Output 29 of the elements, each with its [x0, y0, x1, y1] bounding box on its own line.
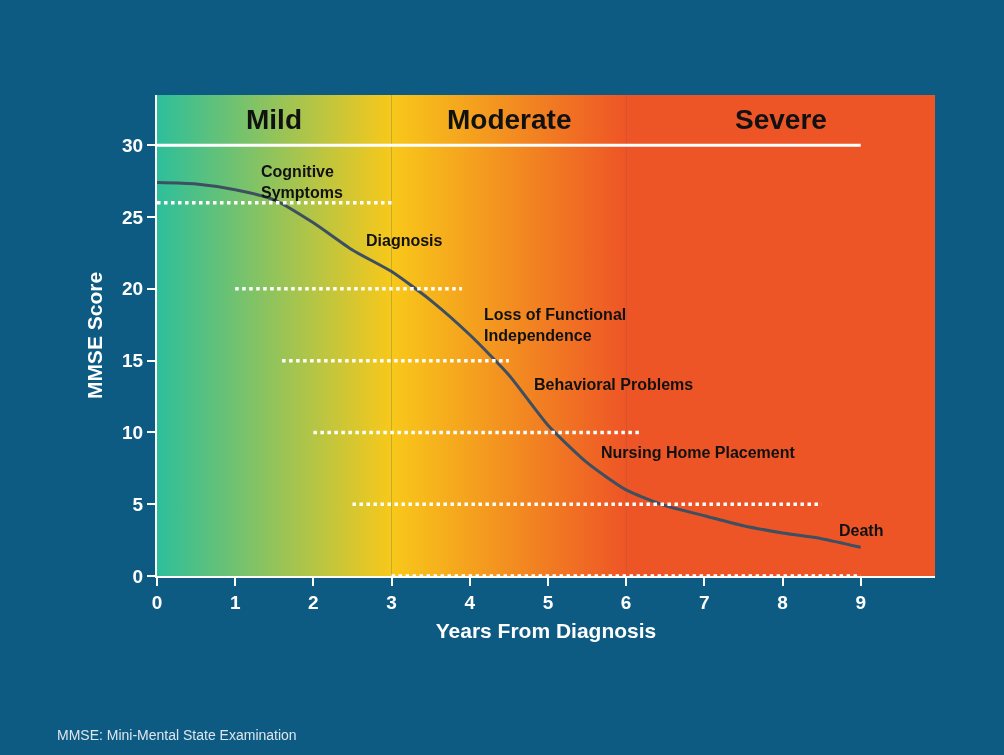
band-label: Severe	[735, 104, 827, 135]
annotation: Loss of Functional Independence	[484, 306, 627, 344]
annotation: Nursing Home Placement	[601, 444, 796, 461]
x-tick-label: 6	[620, 591, 632, 613]
annotation: Diagnosis	[366, 232, 443, 249]
x-tick-label: 2	[308, 591, 319, 613]
annotation: Death	[839, 522, 884, 539]
band-label: Moderate	[447, 104, 572, 135]
annotation: Cognitive Symptoms	[261, 163, 343, 201]
x-tick-label: 7	[699, 591, 710, 613]
y-tick-label: 25	[122, 206, 144, 228]
x-tick-label: 3	[386, 591, 397, 613]
x-tick-label: 9	[855, 591, 867, 613]
y-tick-label: 15	[122, 350, 144, 372]
band-label: Mild	[246, 104, 302, 135]
x-tick-label: 8	[777, 591, 788, 613]
y-axis-title: MMSE Score	[82, 271, 106, 400]
x-tick-label: 0	[151, 591, 163, 613]
annotation: Behavioral Problems	[534, 376, 694, 393]
x-axis-title: Years From Diagnosis	[435, 619, 657, 643]
y-tick-label: 20	[122, 278, 144, 300]
y-tick-label: 30	[122, 134, 144, 156]
y-tick-label: 0	[132, 565, 144, 587]
y-tick-label: 10	[122, 422, 144, 444]
x-tick-label: 1	[229, 591, 241, 613]
y-tick-label: 5	[132, 493, 144, 515]
x-tick-label: 4	[464, 591, 476, 613]
text: MMSE: Mini-Mental State Examination	[57, 727, 297, 743]
x-tick-label: 5	[542, 591, 554, 613]
